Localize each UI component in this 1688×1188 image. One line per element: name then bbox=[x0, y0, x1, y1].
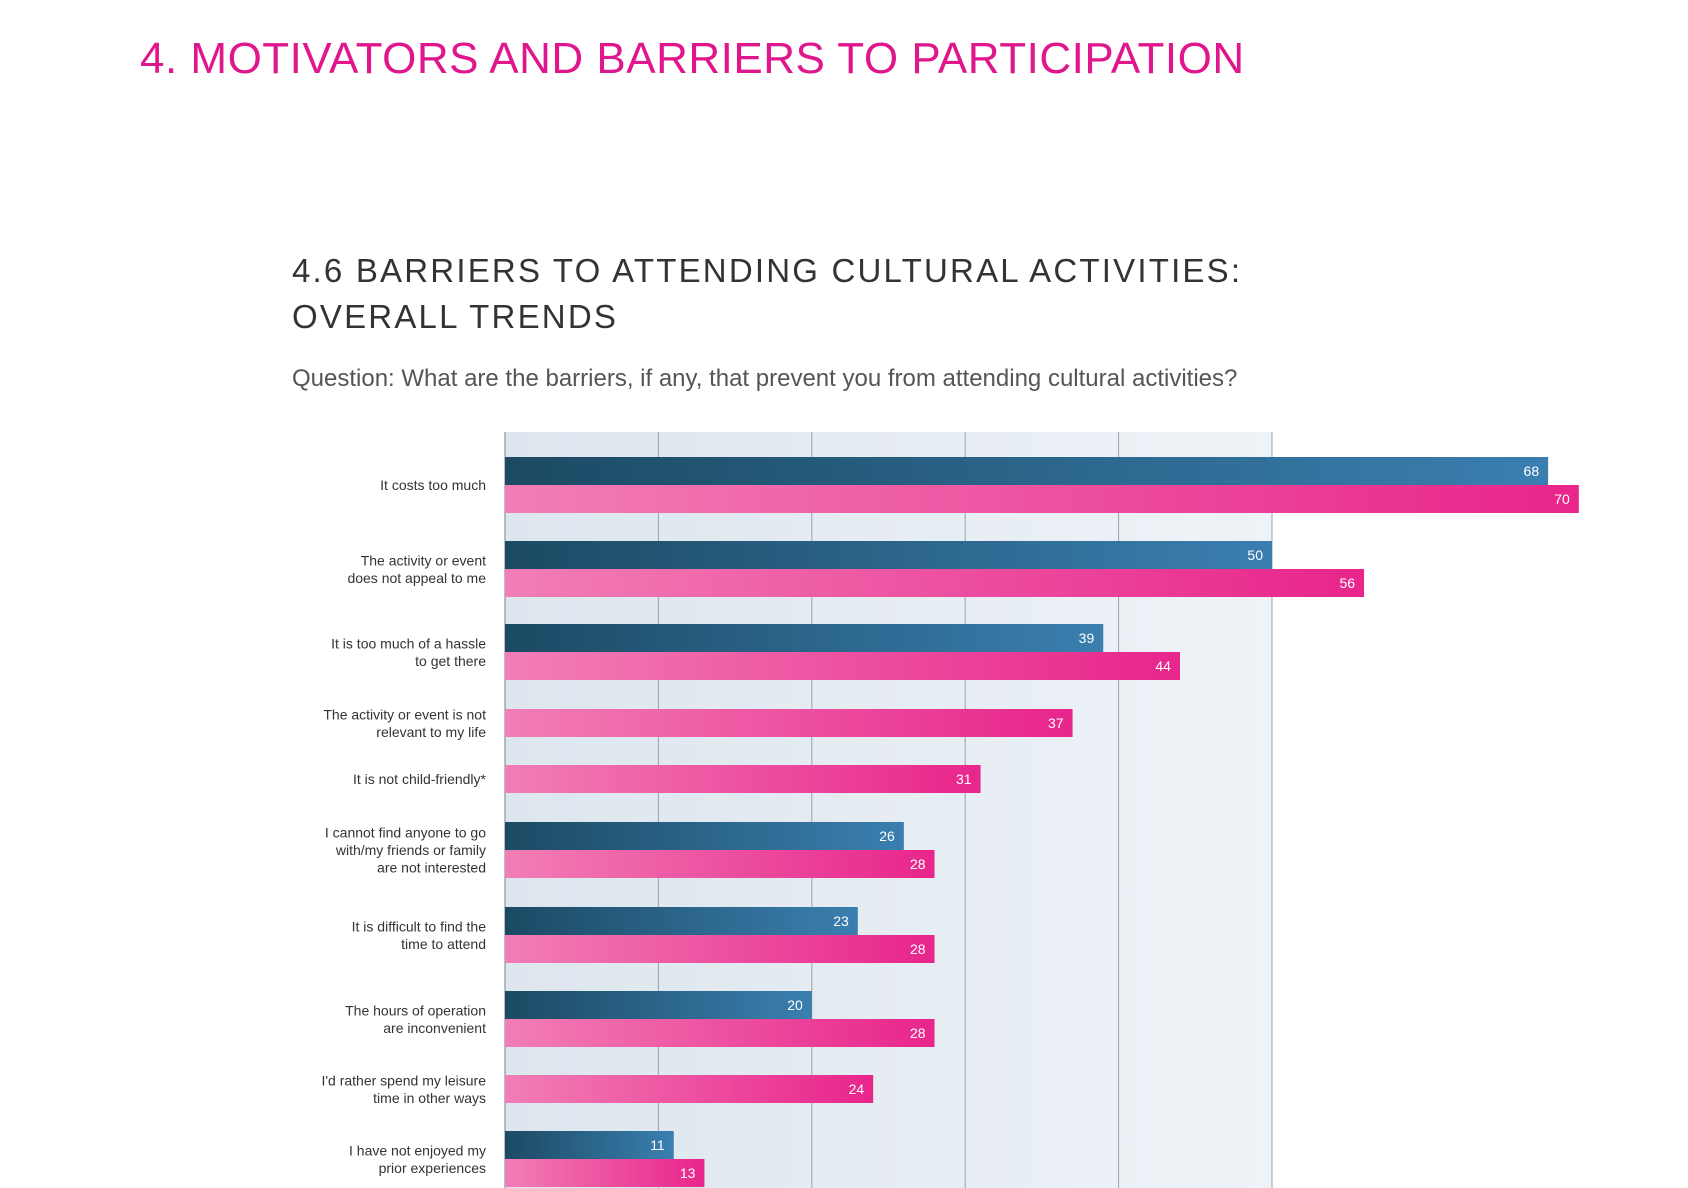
category-label: I cannot find anyone to go bbox=[325, 825, 486, 841]
survey-question: Question: What are the barriers, if any,… bbox=[292, 365, 1238, 392]
series1-bar bbox=[505, 1131, 674, 1159]
series1-value-label: 23 bbox=[833, 913, 849, 929]
series2-bar bbox=[505, 850, 935, 878]
series1-bar bbox=[505, 624, 1104, 652]
category-label: It costs too much bbox=[380, 477, 486, 493]
series1-value-label: 20 bbox=[787, 997, 803, 1013]
section-heading: 4. MOTIVATORS AND BARRIERS TO PARTICIPAT… bbox=[140, 34, 1245, 83]
bars: 68 70 50 56 39 44 37 31 26 28 23 28 20 28 24 11 13 bbox=[505, 457, 1579, 1187]
series2-value-label: 37 bbox=[1048, 715, 1064, 731]
category-label: time in other ways bbox=[373, 1090, 486, 1106]
series1-bar bbox=[505, 541, 1272, 569]
category-label: are inconvenient bbox=[383, 1020, 486, 1036]
category-label: to get there bbox=[415, 653, 486, 669]
category-label: The activity or event bbox=[361, 552, 486, 568]
chart-title: 4.6 BARRIERS TO ATTENDING CULTURAL ACTIV… bbox=[292, 248, 1242, 340]
series2-value-label: 56 bbox=[1339, 575, 1355, 591]
series1-value-label: 39 bbox=[1079, 630, 1095, 646]
chart-title-line-2: OVERALL TRENDS bbox=[292, 298, 619, 335]
series2-value-label: 28 bbox=[910, 856, 926, 872]
category-label: time to attend bbox=[401, 936, 486, 952]
category-label: It is difficult to find the bbox=[352, 918, 487, 934]
series2-value-label: 70 bbox=[1554, 491, 1570, 507]
series2-value-label: 28 bbox=[910, 1025, 926, 1041]
category-label: It is not child-friendly* bbox=[353, 771, 487, 787]
category-label: I have not enjoyed my bbox=[349, 1142, 486, 1158]
series1-value-label: 11 bbox=[650, 1137, 665, 1153]
category-label: relevant to my life bbox=[376, 724, 486, 740]
series2-bar bbox=[505, 1019, 935, 1047]
series2-bar bbox=[505, 935, 935, 963]
series2-bar bbox=[505, 1075, 874, 1103]
series2-value-label: 44 bbox=[1155, 658, 1171, 674]
series2-bar bbox=[505, 485, 1579, 513]
series1-value-label: 26 bbox=[879, 828, 895, 844]
series1-bar bbox=[505, 822, 904, 850]
category-label: are not interested bbox=[377, 860, 486, 876]
series1-bar bbox=[505, 907, 858, 935]
series2-bar bbox=[505, 569, 1365, 597]
series2-bar bbox=[505, 652, 1180, 680]
series1-value-label: 68 bbox=[1524, 463, 1540, 479]
category-label: with/my friends or family bbox=[335, 842, 486, 858]
chart-title-line-1: 4.6 BARRIERS TO ATTENDING CULTURAL ACTIV… bbox=[292, 252, 1243, 289]
series2-bar bbox=[505, 1159, 705, 1187]
series1-bar bbox=[505, 457, 1549, 485]
category-label: I'd rather spend my leisure bbox=[321, 1072, 486, 1088]
category-label: does not appeal to me bbox=[347, 570, 486, 586]
series2-bar bbox=[505, 709, 1073, 737]
series2-value-label: 24 bbox=[849, 1081, 865, 1097]
series1-bar bbox=[505, 991, 812, 1019]
category-label: The hours of operation bbox=[345, 1002, 486, 1018]
category-label: prior experiences bbox=[379, 1160, 486, 1176]
category-label: It is too much of a hassle bbox=[331, 635, 486, 651]
category-labels: It costs too much The activity or event do… bbox=[321, 477, 486, 1176]
series2-value-label: 28 bbox=[910, 941, 926, 957]
category-label: The activity or event is not bbox=[323, 706, 486, 722]
series1-value-label: 50 bbox=[1247, 547, 1263, 563]
series2-value-label: 31 bbox=[956, 771, 972, 787]
series2-bar bbox=[505, 765, 981, 793]
series2-value-label: 13 bbox=[680, 1165, 696, 1181]
